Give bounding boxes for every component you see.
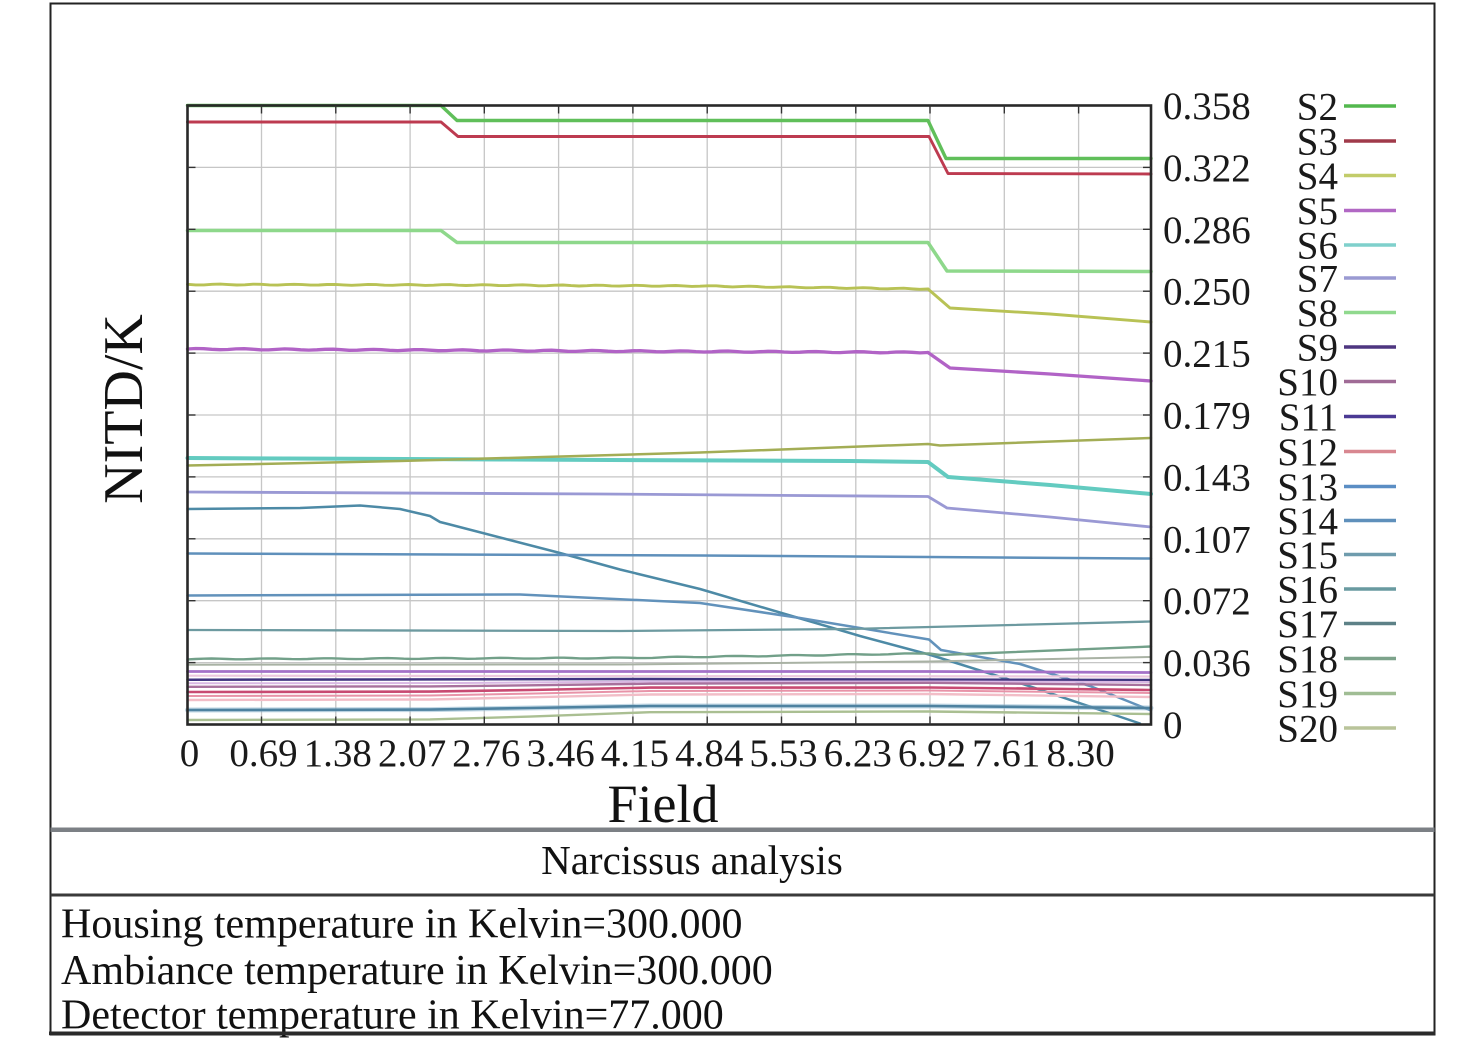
svg-text:Narcissus analysis: Narcissus analysis — [541, 837, 843, 883]
svg-text:0.143: 0.143 — [1163, 456, 1251, 499]
svg-text:0: 0 — [1163, 704, 1183, 747]
svg-text:5.53: 5.53 — [749, 732, 817, 775]
svg-text:NITD/K: NITD/K — [93, 314, 155, 504]
svg-text:0.036: 0.036 — [1163, 642, 1251, 685]
svg-text:S5: S5 — [1297, 190, 1338, 233]
svg-text:Housing temperature in Kelvin=: Housing temperature in Kelvin=300.000 — [61, 902, 743, 948]
svg-text:S3: S3 — [1297, 121, 1338, 164]
svg-text:4.15: 4.15 — [601, 732, 669, 775]
svg-text:4.84: 4.84 — [675, 732, 743, 775]
svg-text:Field: Field — [607, 774, 718, 834]
svg-text:S7: S7 — [1297, 258, 1338, 301]
svg-text:S14: S14 — [1277, 500, 1338, 543]
svg-text:0.358: 0.358 — [1163, 85, 1251, 128]
svg-text:S6: S6 — [1297, 225, 1338, 268]
svg-text:Ambiance temperature in Kelvin: Ambiance temperature in Kelvin=300.000 — [61, 948, 773, 994]
svg-text:0: 0 — [180, 732, 200, 775]
svg-text:Detector temperature in Kelvin: Detector temperature in Kelvin=77.000 — [61, 993, 724, 1039]
svg-text:3.46: 3.46 — [526, 732, 594, 775]
svg-text:7.61: 7.61 — [972, 732, 1040, 775]
svg-text:6.23: 6.23 — [824, 732, 892, 775]
svg-text:S2: S2 — [1297, 86, 1338, 129]
svg-text:0.215: 0.215 — [1163, 333, 1251, 376]
svg-text:S17: S17 — [1277, 603, 1338, 646]
svg-text:S4: S4 — [1297, 155, 1338, 198]
svg-text:S11: S11 — [1279, 396, 1338, 439]
svg-text:S20: S20 — [1277, 708, 1338, 751]
svg-text:2.07: 2.07 — [378, 732, 446, 775]
svg-text:1.38: 1.38 — [304, 732, 372, 775]
svg-text:0.286: 0.286 — [1163, 209, 1251, 252]
svg-text:0.072: 0.072 — [1163, 580, 1251, 623]
svg-text:6.92: 6.92 — [898, 732, 966, 775]
svg-text:S12: S12 — [1277, 431, 1338, 474]
svg-text:S16: S16 — [1277, 569, 1338, 612]
svg-text:0.107: 0.107 — [1163, 518, 1251, 561]
svg-text:0.179: 0.179 — [1163, 395, 1251, 438]
svg-text:S18: S18 — [1277, 638, 1338, 681]
svg-text:2.76: 2.76 — [452, 732, 520, 775]
svg-text:S8: S8 — [1297, 292, 1338, 335]
svg-text:0.250: 0.250 — [1163, 271, 1251, 314]
svg-text:S9: S9 — [1297, 327, 1338, 370]
svg-text:S15: S15 — [1277, 534, 1338, 577]
svg-text:0.69: 0.69 — [229, 732, 297, 775]
svg-text:0.322: 0.322 — [1163, 147, 1251, 190]
svg-text:S19: S19 — [1277, 673, 1338, 716]
svg-text:8.30: 8.30 — [1046, 732, 1114, 775]
svg-text:S13: S13 — [1277, 466, 1338, 509]
svg-text:S10: S10 — [1277, 361, 1338, 404]
